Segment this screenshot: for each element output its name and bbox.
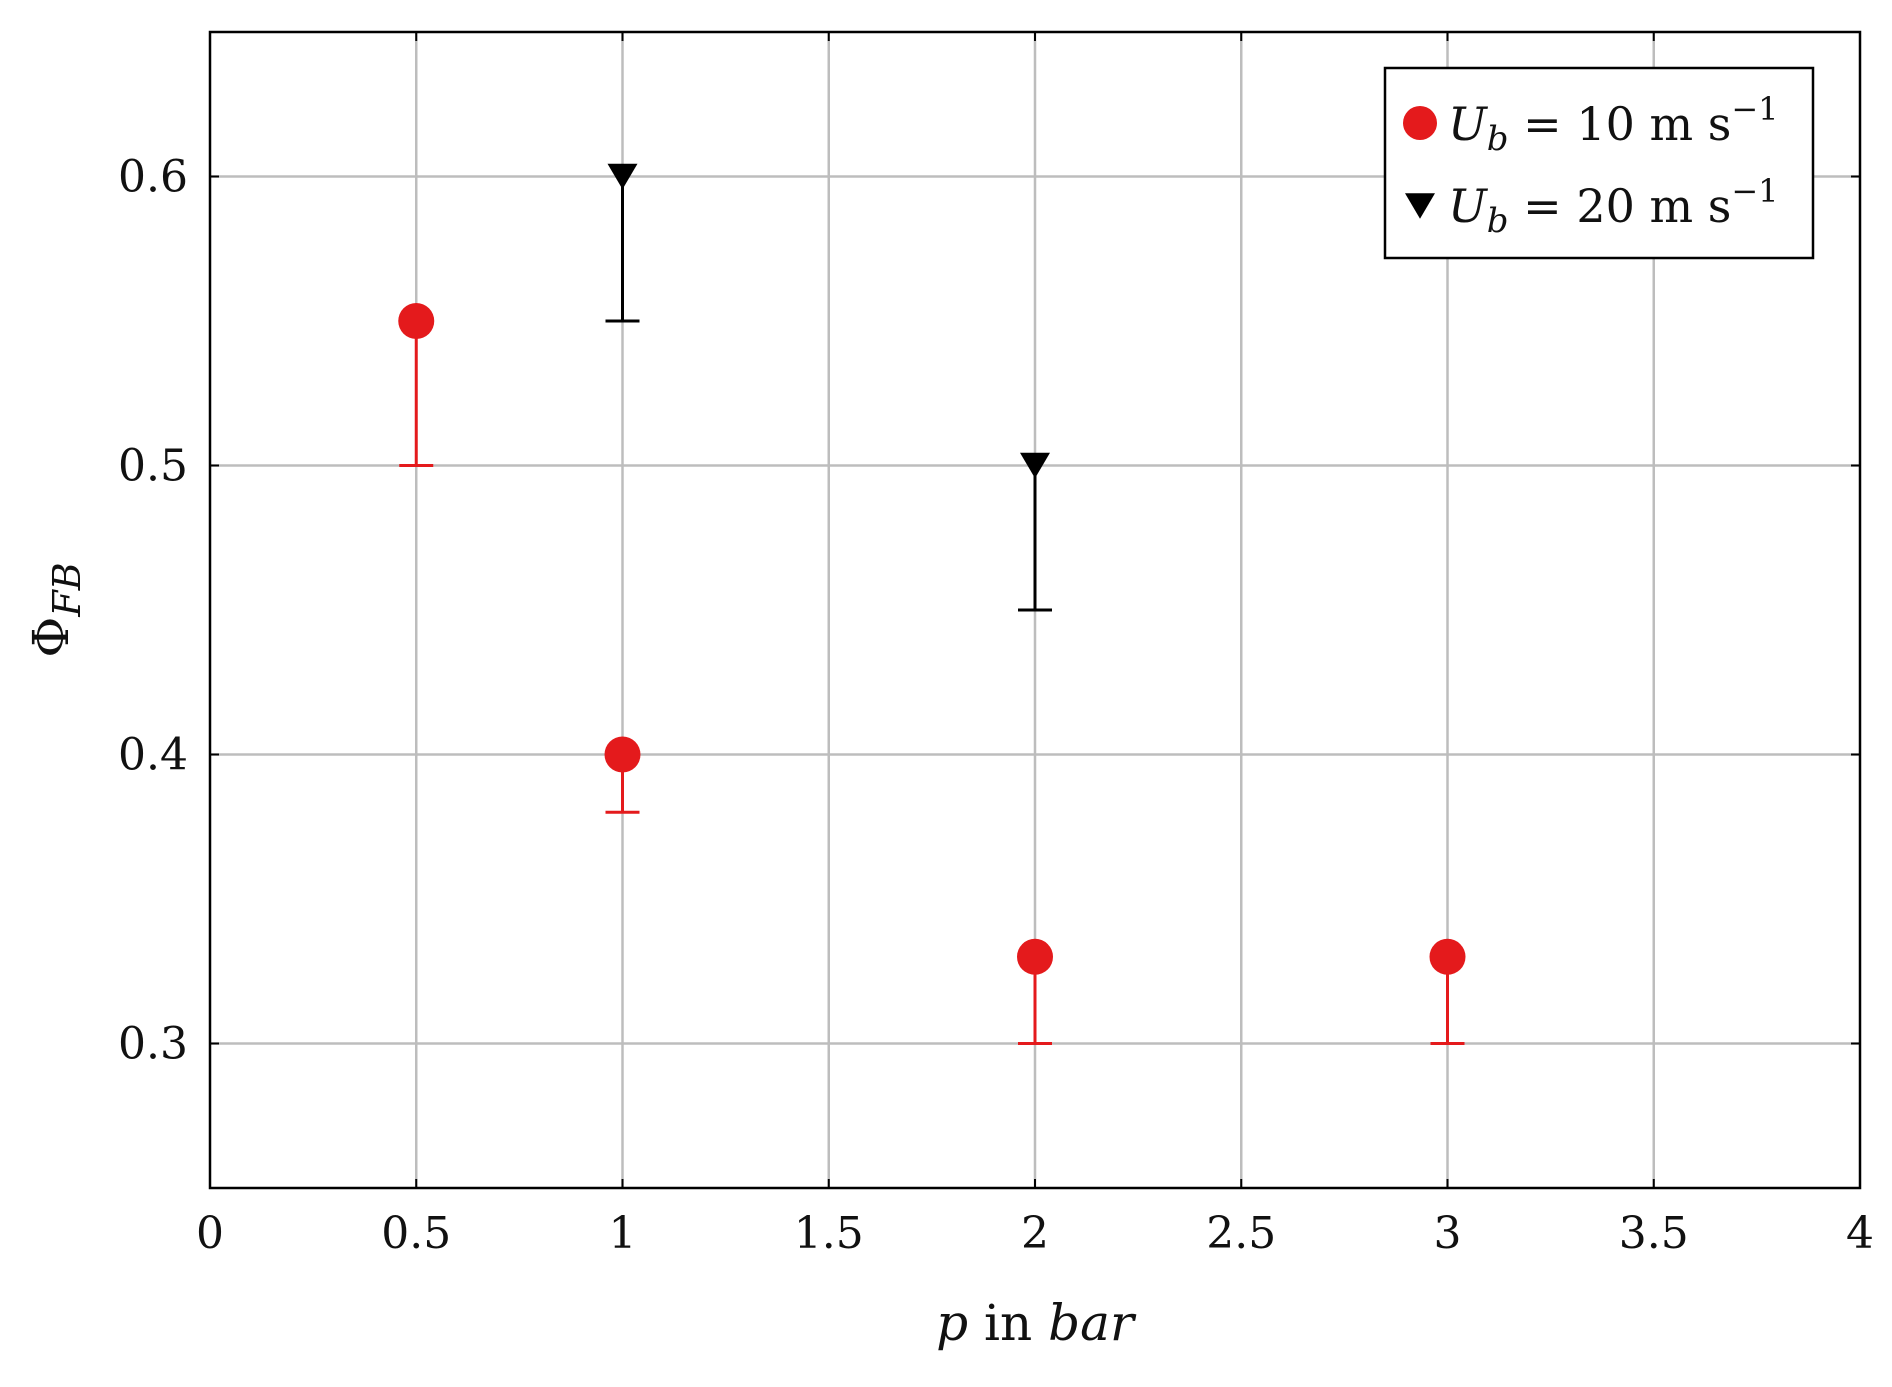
y-axis-label-symbol: Φ (22, 617, 80, 658)
legend-label-series-1-rest: = 10 m s (1509, 97, 1732, 151)
legend-marker-series-2 (1405, 193, 1435, 219)
x-tick-label: 3 (1434, 1208, 1462, 1259)
x-axis-label: p in bar (936, 1294, 1137, 1352)
legend-label-series-2-exp: −1 (1731, 172, 1778, 210)
legend-label-series-1-sub: b (1487, 119, 1509, 159)
x-tick-label: 1 (609, 1208, 637, 1259)
y-tick-label: 0.3 (118, 1019, 188, 1070)
x-tick-label: 1.5 (794, 1208, 864, 1259)
x-axis-label-mid: in (968, 1294, 1048, 1352)
data-point-circle (604, 736, 641, 773)
legend-label-series-2-rest: = 20 m s (1509, 179, 1732, 233)
data-point-circle (1017, 938, 1053, 975)
x-tick-label: 2.5 (1206, 1208, 1276, 1259)
y-axis-label: ΦFB (22, 562, 89, 657)
legend-marker-series-1 (1403, 106, 1437, 140)
x-axis-label-var: p (936, 1294, 968, 1352)
y-tick-label: 0.4 (118, 730, 188, 781)
x-tick-label: 3.5 (1619, 1208, 1689, 1259)
error-bars (399, 176, 1465, 1045)
x-axis-label-unit: bar (1048, 1294, 1137, 1352)
x-tick-label: 0.5 (381, 1208, 451, 1259)
y-tick-label: 0.6 (118, 152, 188, 203)
legend-label-series-1: Ub = 10 m s−1 (1448, 90, 1779, 159)
y-axis-label-subscript: FB (45, 562, 89, 617)
ticks: 0 0.5 1 1.5 2 2.5 3 3.5 4 0.3 0.4 0.5 0.6 (118, 32, 1874, 1259)
legend-label-series-2-var: U (1448, 179, 1489, 233)
legend-label-series-2: Ub = 20 m s−1 (1448, 172, 1779, 241)
x-tick-label: 0 (196, 1208, 224, 1259)
data-point-circle (398, 303, 435, 339)
data-point-triangle (1020, 452, 1050, 479)
x-tick-label: 4 (1846, 1208, 1874, 1259)
data-point-triangle (607, 163, 638, 190)
markers (398, 163, 1466, 975)
legend-label-series-2-sub: b (1487, 201, 1509, 241)
data-point-circle (1429, 938, 1466, 975)
y-tick-label: 0.5 (118, 441, 188, 492)
legend: Ub = 10 m s−1 Ub = 20 m s−1 (1383, 66, 1815, 260)
x-tick-label: 2 (1021, 1208, 1049, 1259)
legend-label-series-1-var: U (1448, 97, 1489, 151)
legend-label-series-1-exp: −1 (1731, 90, 1778, 128)
legend-box (1383, 66, 1815, 260)
